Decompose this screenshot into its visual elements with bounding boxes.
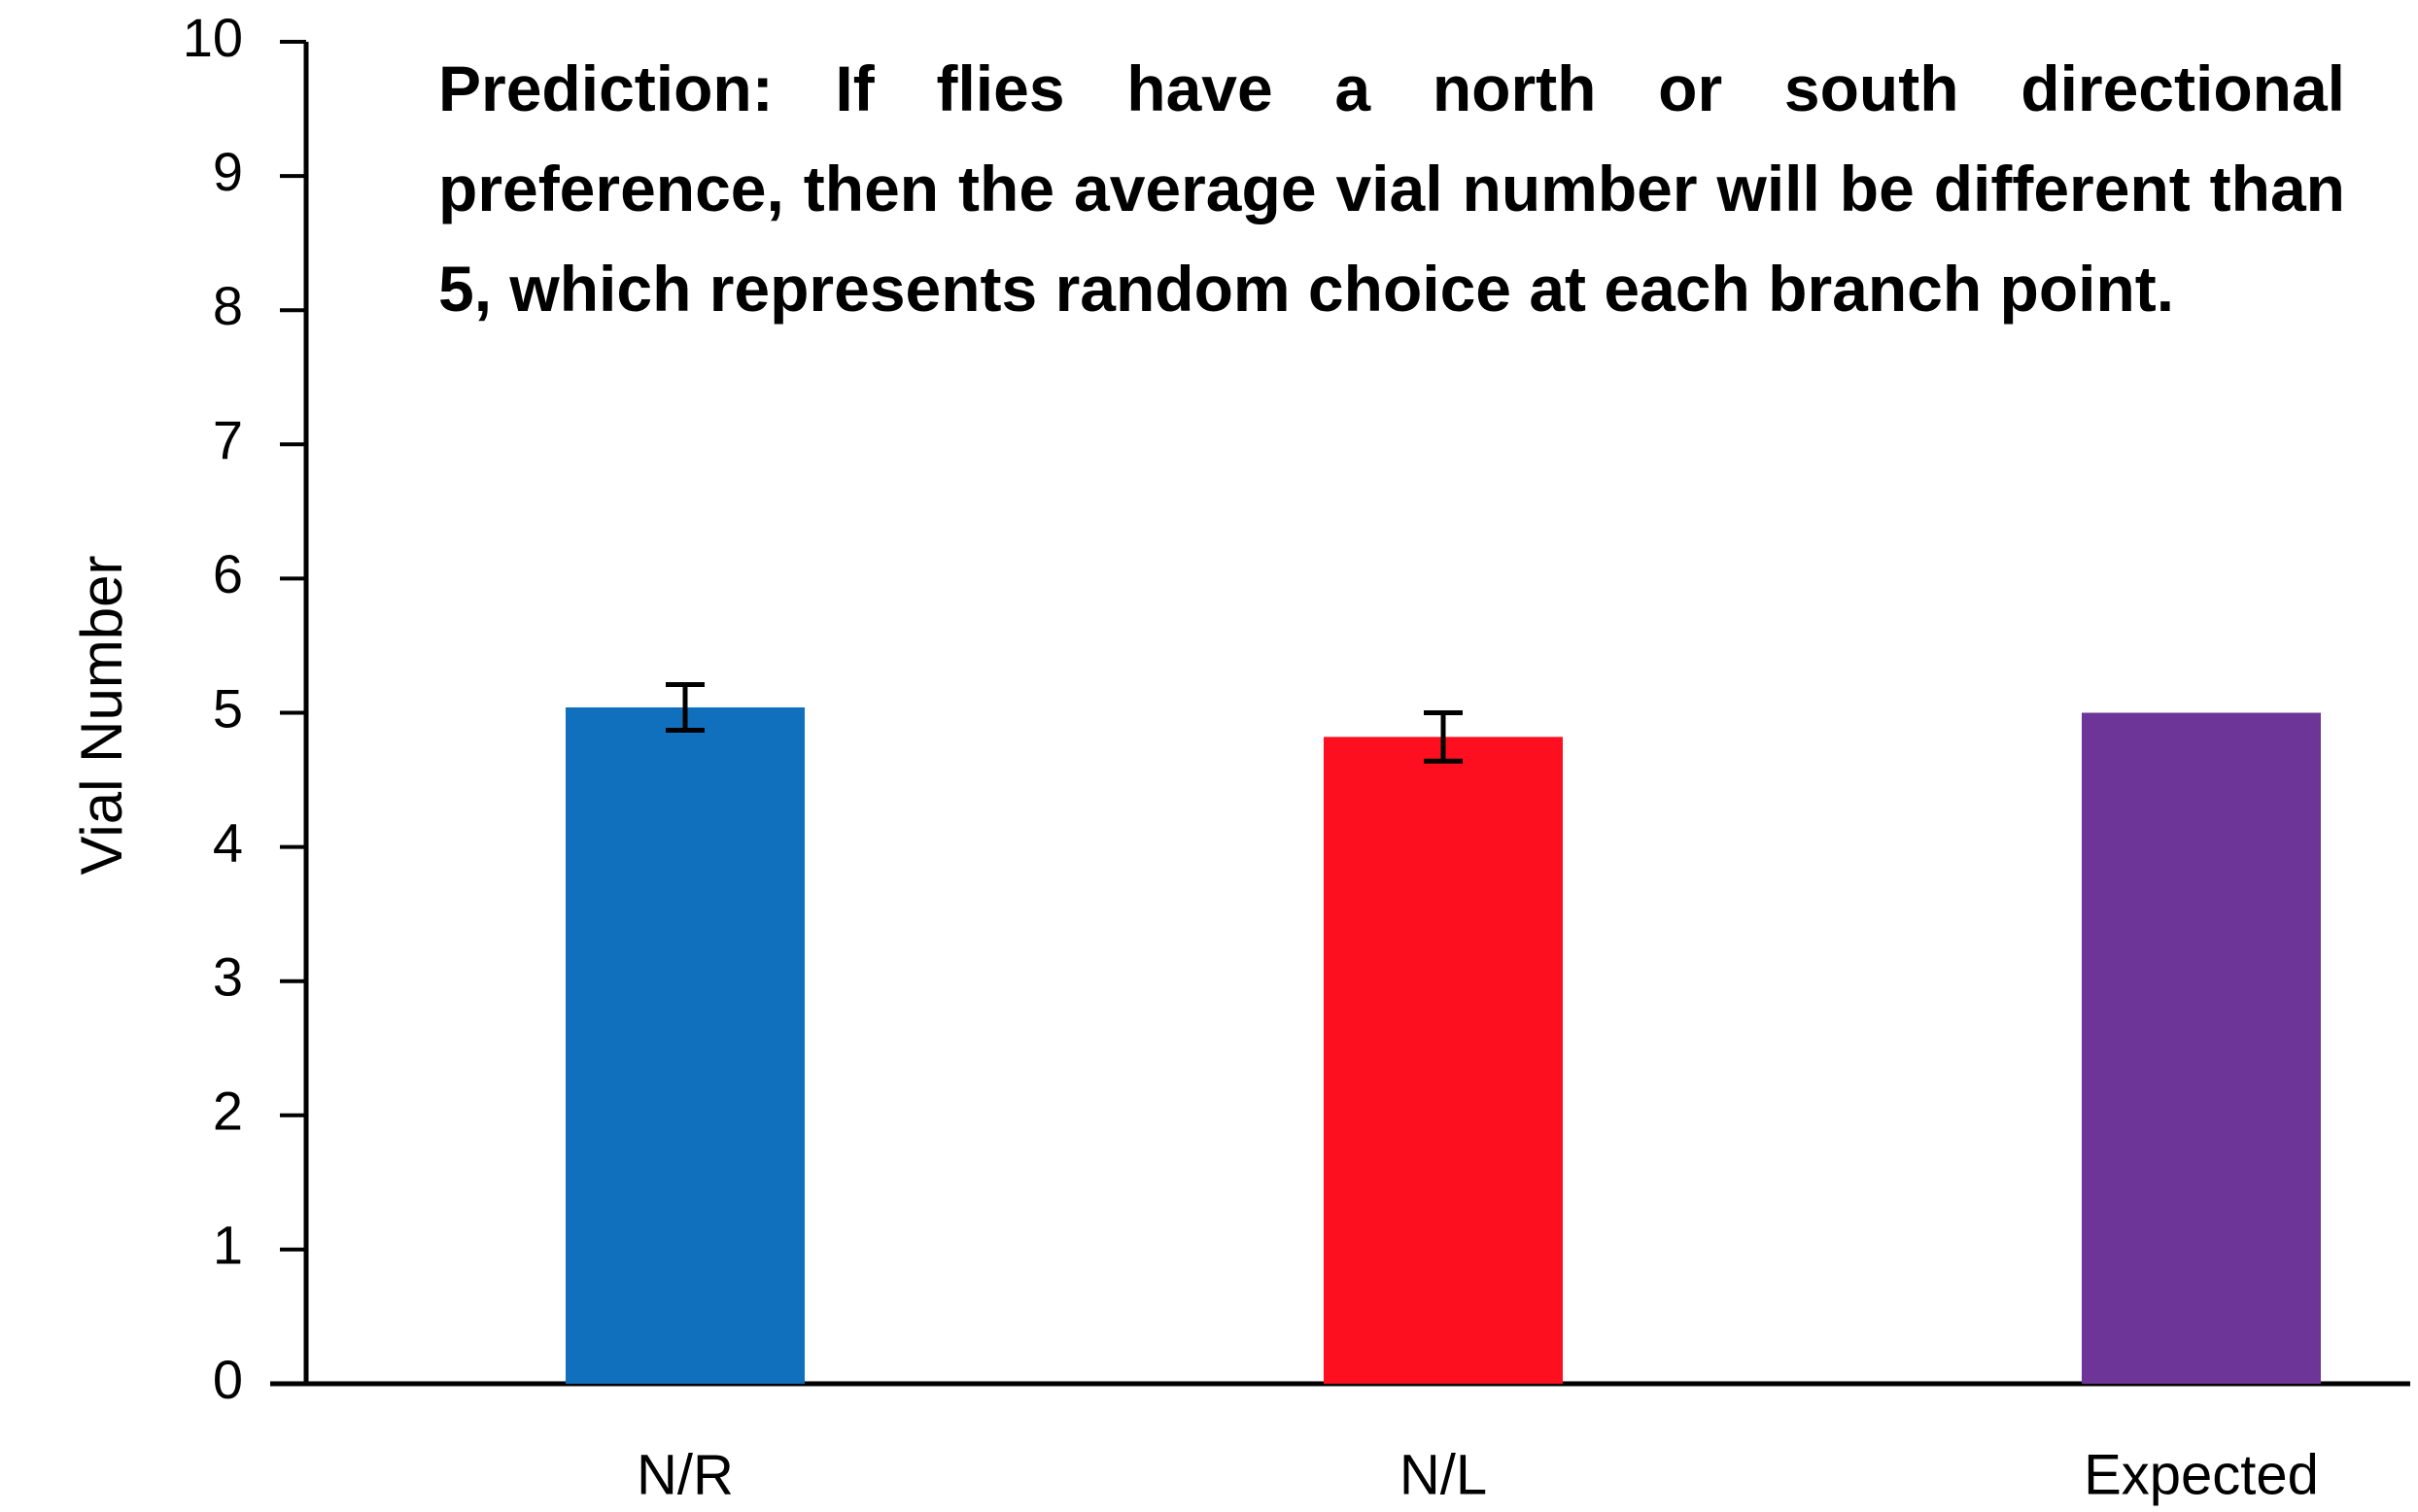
- x-tick-label: N/R: [637, 1443, 734, 1506]
- annotation: Prediction: If flies have a north or sou…: [438, 52, 2345, 325]
- annotation-box: Prediction: If flies have a north or sou…: [438, 52, 2345, 325]
- y-tick-label: 3: [213, 945, 243, 1007]
- y-axis-label: Vial Number: [69, 555, 134, 875]
- error-bar: [666, 681, 705, 733]
- bar: [2082, 712, 2321, 1384]
- y-tick-label: 6: [213, 543, 243, 604]
- y-tick-label: 8: [213, 275, 243, 336]
- y-tick-label: 2: [213, 1081, 243, 1142]
- bar: [566, 706, 805, 1384]
- y-tick-label: 9: [213, 141, 243, 202]
- y-tick-label: 5: [213, 677, 243, 739]
- y-tick-label: 7: [213, 409, 243, 470]
- x-tick-label: Expected: [2084, 1443, 2319, 1506]
- y-tick-label: 10: [183, 7, 243, 68]
- y-tick-label: 1: [213, 1215, 243, 1276]
- error-bar: [1424, 710, 1463, 764]
- y-tick-label: 0: [213, 1349, 243, 1410]
- bar: [1324, 737, 1563, 1384]
- y-tick-label: 4: [213, 811, 243, 873]
- x-tick-label: N/L: [1399, 1443, 1487, 1506]
